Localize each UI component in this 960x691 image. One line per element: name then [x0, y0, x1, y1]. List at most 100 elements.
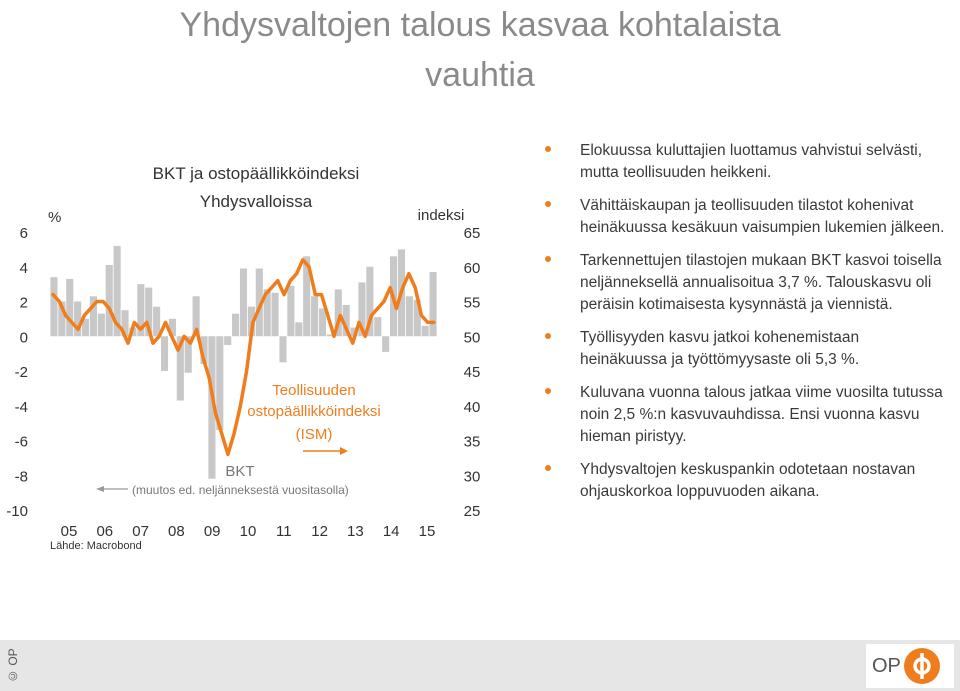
- gdp-bar: [287, 285, 295, 337]
- right-tick-label: 45: [464, 364, 481, 381]
- gdp-bar: [374, 317, 382, 337]
- x-tick-label: 06: [96, 523, 113, 540]
- bullet-item: Tarkennettujen tilastojen mukaan BKT kas…: [540, 250, 950, 316]
- footer-bar: © OP OP: [0, 640, 960, 691]
- left-tick-label: -4: [15, 399, 28, 416]
- chart-container: BKT ja ostopäällikköindeksi Yhdysvallois…: [0, 150, 500, 560]
- bullet-item: Työllisyyden kasvu jatkoi kohenemistaan …: [540, 327, 950, 371]
- gdp-bar: [303, 256, 311, 337]
- gdp-bar: [176, 336, 184, 401]
- ism-line-group: [51, 258, 436, 457]
- bullet-dot: [545, 146, 551, 152]
- gdp-bar: [382, 336, 390, 352]
- gdp-bar: [311, 296, 319, 337]
- gdp-bar: [58, 301, 66, 337]
- bullet-dot: [545, 465, 551, 471]
- gdp-bar: [200, 336, 208, 365]
- copyright-text: © OP: [6, 648, 20, 684]
- slide-title-line1: Yhdysvaltojen talous kasvaa kohtalaista: [179, 6, 781, 44]
- chart-title-line1: BKT ja ostopäällikköindeksi: [153, 164, 360, 183]
- x-tick-label: 15: [419, 523, 436, 540]
- gdp-bar: [350, 327, 358, 337]
- gdp-bar: [168, 318, 176, 337]
- gdp-bar: [405, 296, 413, 337]
- x-tick-label: 05: [61, 523, 78, 540]
- gdp-bar: [145, 287, 153, 337]
- gdp-note: (muutos ed. neljänneksestä vuositasolla): [132, 483, 349, 497]
- gdp-bar: [232, 313, 240, 337]
- gdp-bar: [208, 336, 216, 479]
- slide-title: Yhdysvaltojen talous kasvaa kohtalaista …: [80, 0, 880, 100]
- gdp-bar: [50, 277, 58, 337]
- slide-title-line2: vauhtia: [425, 56, 535, 94]
- gdp-bar: [279, 336, 287, 363]
- bullet-dot: [545, 388, 551, 394]
- bullet-text: Elokuussa kuluttajien luottamus vahvistu…: [580, 142, 923, 181]
- ism-label-line3: (ISM): [296, 426, 333, 443]
- gdp-bar: [160, 336, 169, 371]
- bullet-item: Elokuussa kuluttajien luottamus vahvistu…: [540, 140, 950, 184]
- left-tick-label: -2: [15, 364, 28, 381]
- gdp-bar: [334, 289, 342, 337]
- bullet-dot: [545, 201, 551, 207]
- gdp-bar: [105, 265, 113, 337]
- bullet-item: Vähittäiskaupan ja teollisuuden tilastot…: [540, 195, 950, 239]
- bullet-item: Kuluvana vuonna talous jatkaa viime vuos…: [540, 382, 950, 448]
- bullet-dot: [545, 256, 551, 262]
- bullet-text: Yhdysvaltojen keskuspankin odotetaan nos…: [580, 461, 916, 500]
- bullet-list: Elokuussa kuluttajien luottamus vahvistu…: [540, 140, 950, 514]
- left-tick-label: 6: [20, 225, 28, 242]
- right-tick-label: 50: [464, 329, 481, 346]
- gdp-bar: [358, 282, 366, 337]
- bullet-dot: [545, 333, 551, 339]
- x-axis-ticks: 05 06 07 08 09 10 11 12 13 14 15: [61, 523, 436, 540]
- x-tick-label: 09: [204, 523, 221, 540]
- gdp-bar: [184, 336, 192, 373]
- x-tick-label: 10: [240, 523, 257, 540]
- gdp-label-arrowhead: [96, 486, 104, 492]
- x-tick-label: 11: [276, 523, 292, 540]
- bullet-text: Työllisyyden kasvu jatkoi kohenemistaan …: [580, 329, 860, 368]
- gdp-bar: [153, 306, 161, 337]
- gdp-bar: [121, 310, 129, 337]
- gdp-bar: [326, 334, 334, 337]
- bullet-text: Vähittäiskaupan ja teollisuuden tilastot…: [580, 197, 945, 236]
- gdp-bar: [216, 336, 224, 431]
- right-tick-label: 65: [464, 225, 481, 242]
- ism-line: [51, 258, 436, 457]
- x-tick-label: 07: [132, 523, 149, 540]
- gdp-bar: [413, 299, 421, 337]
- bullet-text: Tarkennettujen tilastojen mukaan BKT kas…: [580, 252, 942, 313]
- gdp-bar: [74, 301, 82, 337]
- gdp-bar: [318, 308, 327, 337]
- ism-label-arrowhead: [340, 447, 348, 455]
- left-tick-label: 0: [20, 329, 28, 346]
- right-tick-label: 35: [464, 434, 481, 451]
- left-tick-label: -6: [15, 434, 28, 451]
- left-axis-unit: %: [48, 209, 61, 226]
- gdp-ism-chart: BKT ja ostopäällikköindeksi Yhdysvallois…: [6, 164, 481, 552]
- gdp-label: BKT: [225, 463, 254, 480]
- x-tick-label: 12: [311, 523, 328, 540]
- op-logo-text: OP: [872, 655, 901, 677]
- gdp-bar: [137, 284, 145, 337]
- gdp-bar: [89, 296, 97, 337]
- gdp-bar: [192, 296, 200, 337]
- right-tick-label: 55: [464, 295, 481, 312]
- right-axis-unit: indeksi: [418, 207, 465, 224]
- left-tick-label: 2: [20, 295, 28, 312]
- left-tick-label: 4: [20, 260, 28, 277]
- gdp-bar: [97, 313, 105, 337]
- gdp-bar: [295, 322, 303, 337]
- right-tick-label: 40: [464, 399, 481, 416]
- x-tick-label: 08: [168, 523, 185, 540]
- chart-title-line2: Yhdysvalloissa: [200, 192, 313, 211]
- gdp-bar: [81, 318, 90, 337]
- right-tick-label: 25: [464, 503, 481, 520]
- gdp-bar: [342, 304, 350, 337]
- gdp-bar: [113, 245, 121, 337]
- op-logo: OP: [866, 644, 954, 688]
- bullet-item: Yhdysvaltojen keskuspankin odotetaan nos…: [540, 459, 950, 503]
- gdp-bar: [66, 278, 74, 337]
- x-tick-label: 13: [347, 523, 364, 540]
